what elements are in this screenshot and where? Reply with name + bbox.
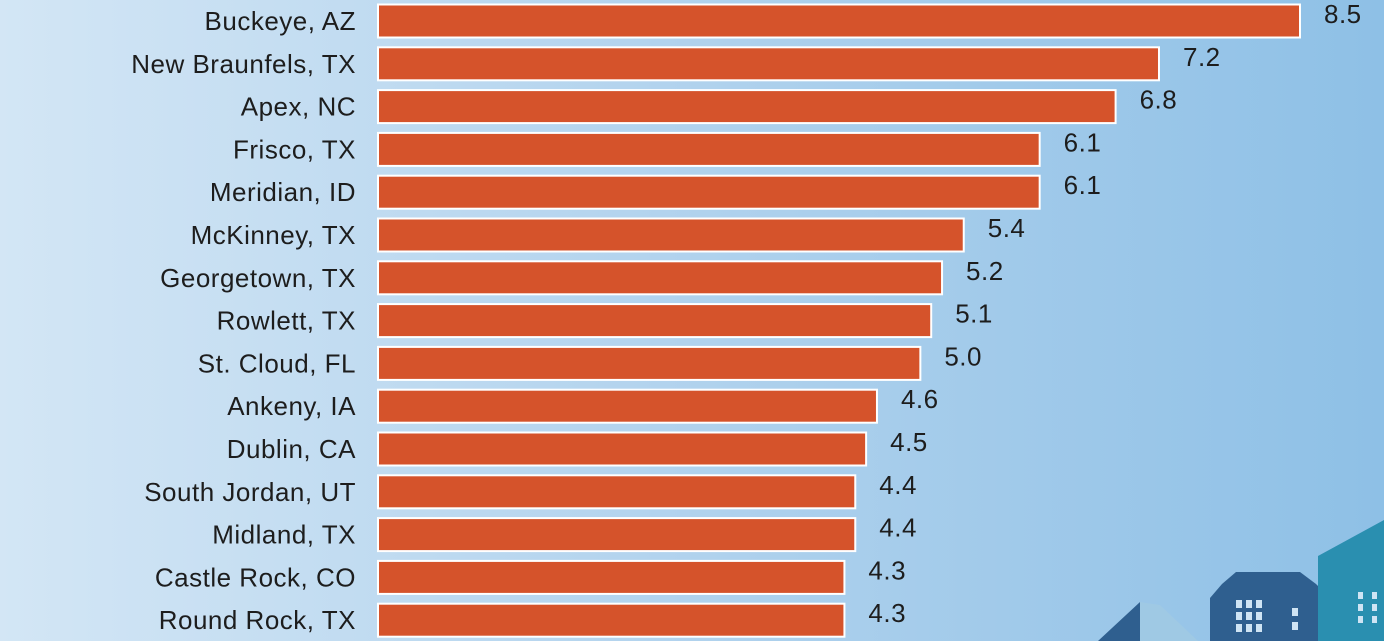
category-label: New Braunfels, TX <box>131 49 356 79</box>
building-light <box>1140 602 1198 641</box>
bar <box>377 260 944 296</box>
value-label: 4.4 <box>879 513 917 543</box>
value-label: 5.2 <box>966 256 1004 286</box>
building-teal <box>1318 520 1384 641</box>
value-label: 6.1 <box>1064 127 1102 157</box>
category-label: Midland, TX <box>212 520 356 550</box>
bar <box>377 131 1041 167</box>
category-label: Buckeye, AZ <box>205 6 356 36</box>
category-label: McKinney, TX <box>191 220 356 250</box>
bar <box>377 46 1160 82</box>
value-label: 4.6 <box>901 384 939 414</box>
value-label: 4.3 <box>868 555 906 585</box>
bar <box>377 559 846 595</box>
value-label: 7.2 <box>1183 42 1221 72</box>
plot-area: Buckeye, AZ 8.5 New Braunfels, TX 7.2 Apex, … <box>131 0 1362 638</box>
value-label: 4.5 <box>890 427 928 457</box>
bar <box>377 3 1301 39</box>
city-skyline-illustration <box>1098 520 1384 641</box>
bar <box>377 602 846 638</box>
bar <box>377 303 933 339</box>
category-label: Rowlett, TX <box>217 306 356 336</box>
bar <box>377 174 1041 210</box>
bar <box>377 388 878 424</box>
value-label: 4.3 <box>868 598 906 628</box>
value-label: 8.5 <box>1324 0 1362 29</box>
category-label: Round Rock, TX <box>159 605 356 635</box>
value-label: 6.1 <box>1064 170 1102 200</box>
bar <box>377 217 965 253</box>
category-label: Georgetown, TX <box>160 263 356 293</box>
bar <box>377 89 1117 125</box>
category-label: Castle Rock, CO <box>155 562 356 592</box>
bar <box>377 474 857 510</box>
value-label: 4.4 <box>879 470 917 500</box>
value-label: 5.4 <box>988 213 1026 243</box>
value-label: 5.1 <box>955 299 993 329</box>
teal-building-windows <box>1358 592 1377 623</box>
bar <box>377 431 868 467</box>
bar <box>377 517 857 553</box>
building-roof-dark <box>1098 602 1140 641</box>
bar <box>377 345 922 381</box>
category-label: St. Cloud, FL <box>198 348 356 378</box>
building-windows <box>1236 600 1298 632</box>
category-label: Dublin, CA <box>227 434 356 464</box>
value-label: 5.0 <box>944 341 982 371</box>
value-label: 6.8 <box>1140 85 1178 115</box>
category-label: Apex, NC <box>241 92 356 122</box>
category-label: Ankeny, IA <box>227 391 356 421</box>
category-label: Meridian, ID <box>210 177 356 207</box>
building-tall-dark <box>1210 572 1330 641</box>
category-label: Frisco, TX <box>233 134 356 164</box>
category-label: South Jordan, UT <box>144 477 356 507</box>
